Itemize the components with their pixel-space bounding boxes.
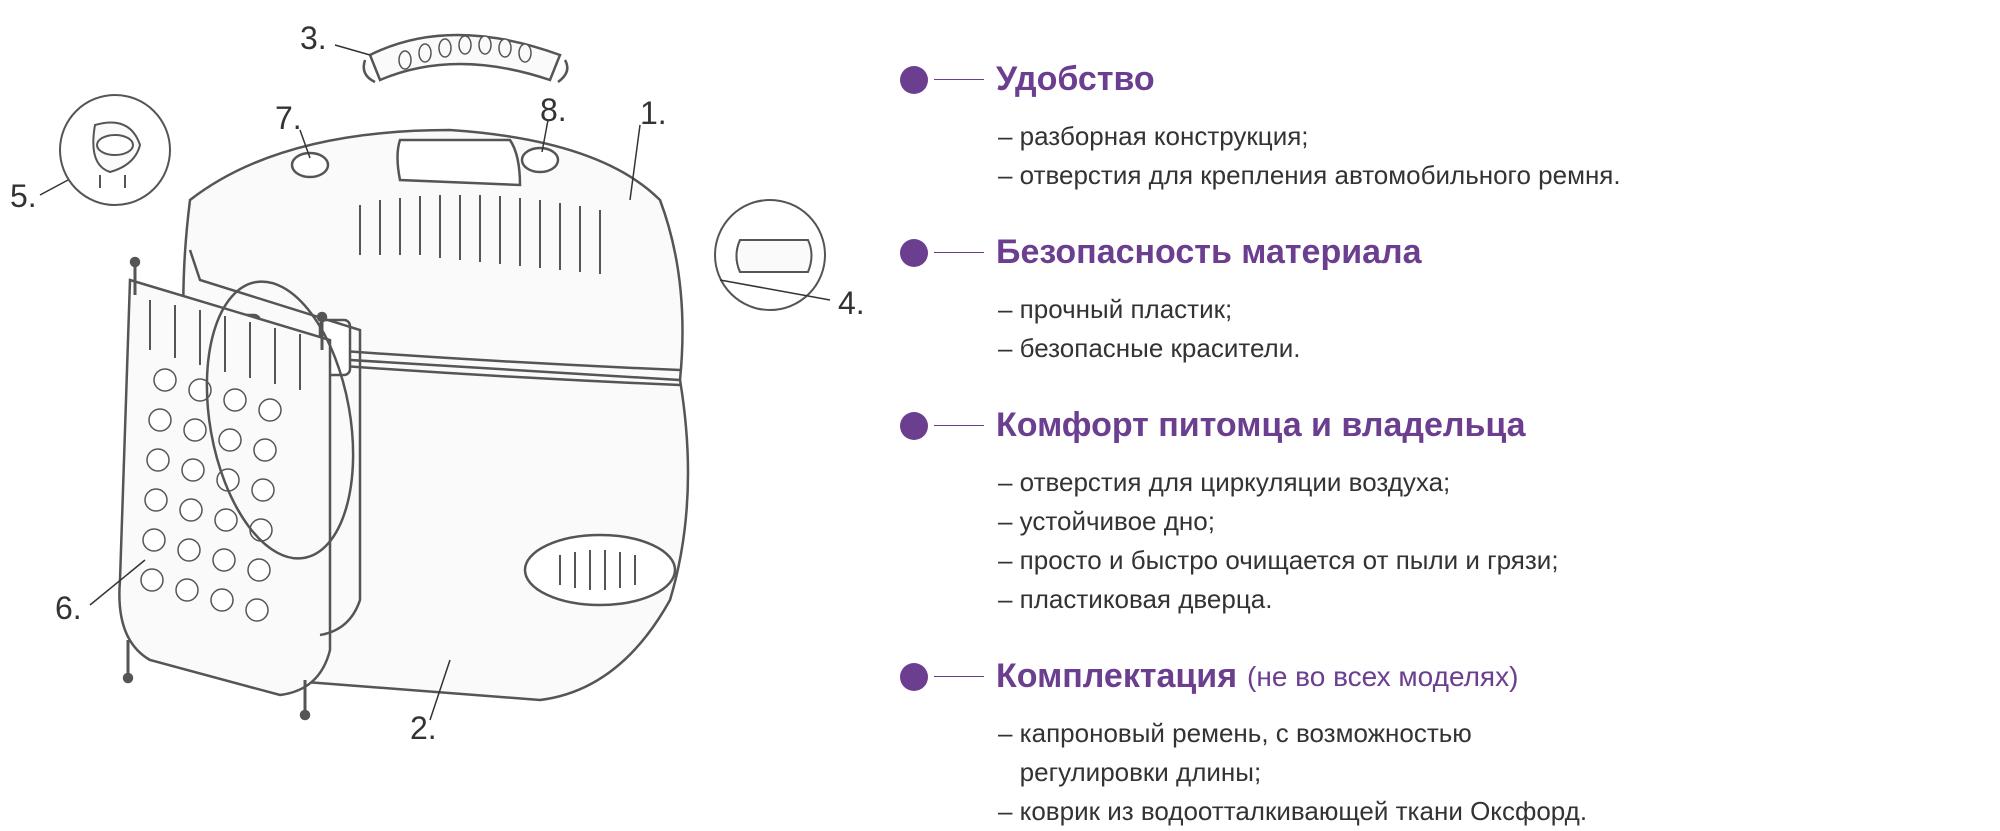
label-2: 2. <box>410 710 437 747</box>
bullet-icon <box>900 66 928 94</box>
feature-safety: Безопасность материала – прочный пластик… <box>900 233 1980 368</box>
label-5: 5. <box>10 178 37 215</box>
feature-title: Комплектация <box>996 657 1237 696</box>
feature-items: – прочный пластик; – безопасные красител… <box>900 290 1980 368</box>
feature-item: – пластиковая дверца. <box>998 580 1980 619</box>
features-panel: Удобство – разборная конструкция; – отве… <box>900 0 2000 778</box>
feature-item: – устойчивое дно; <box>998 502 1980 541</box>
feature-items: – разборная конструкция; – отверстия для… <box>900 117 1980 195</box>
label-8: 8. <box>540 92 567 129</box>
diagram-panel: 3. 7. 8. 1. 4. 5. 6. 2. <box>0 0 900 778</box>
feature-items: – отверстия для циркуляции воздуха; – ус… <box>900 463 1980 619</box>
bullet-icon <box>900 412 928 440</box>
feature-title: Удобство <box>996 60 1155 99</box>
label-7: 7. <box>275 100 302 137</box>
bullet-icon <box>900 663 928 691</box>
feature-item: – прочный пластик; <box>998 290 1980 329</box>
feature-item: – отверстия для циркуляции воздуха; <box>998 463 1980 502</box>
feature-item: – безопасные красители. <box>998 329 1980 368</box>
feature-convenience: Удобство – разборная конструкция; – отве… <box>900 60 1980 195</box>
feature-comfort: Комфорт питомца и владельца – отверстия … <box>900 406 1980 619</box>
feature-subtitle: (не во всех моделях) <box>1247 661 1518 693</box>
bullet-icon <box>900 239 928 267</box>
label-1: 1. <box>640 95 667 132</box>
carrier-diagram <box>0 0 900 778</box>
feature-item: – просто и быстро очищается от пыли и гр… <box>998 541 1980 580</box>
label-6: 6. <box>55 590 82 627</box>
label-3: 3. <box>300 20 327 57</box>
feature-title: Безопасность материала <box>996 233 1422 272</box>
feature-item: – коврик из водоотталкивающей ткани Оксф… <box>998 792 1980 831</box>
feature-items: – капроновый ремень, с возможностью регу… <box>900 714 1980 831</box>
feature-item: – отверстия для крепления автомобильного… <box>998 156 1980 195</box>
feature-item: – разборная конструкция; <box>998 117 1980 156</box>
feature-title: Комфорт питомца и владельца <box>996 406 1526 445</box>
feature-kit: Комплектация (не во всех моделях) – капр… <box>900 657 1980 831</box>
feature-item: – капроновый ремень, с возможностью <box>998 714 1980 753</box>
label-4: 4. <box>838 285 865 322</box>
feature-item: регулировки длины; <box>998 753 1980 792</box>
